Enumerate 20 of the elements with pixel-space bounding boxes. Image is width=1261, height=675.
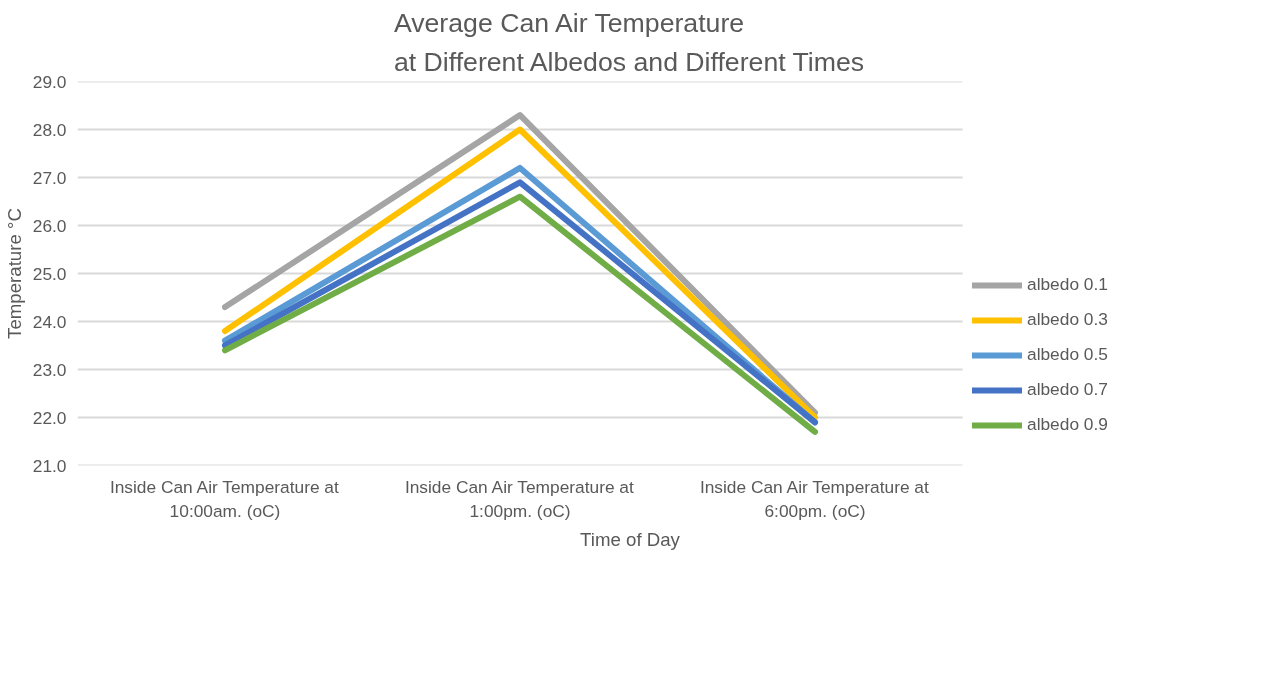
y-tick-label: 25.0	[32, 263, 67, 284]
y-tick-label: 28.0	[32, 119, 67, 140]
y-tick-label: 26.0	[32, 215, 67, 236]
legend-label: albedo 0.7	[1027, 379, 1108, 400]
y-tick-label: 27.0	[32, 167, 67, 188]
legend-label: albedo 0.3	[1027, 309, 1108, 330]
x-axis-title: Time of Day	[580, 528, 681, 550]
y-tick-label: 23.0	[32, 359, 67, 380]
y-tick-label: 24.0	[32, 311, 67, 332]
legend-label: albedo 0.5	[1027, 344, 1108, 365]
y-tick-label: 21.0	[32, 455, 67, 476]
legend-label: albedo 0.1	[1027, 274, 1108, 295]
chart-title: Average Can Air Temperature at Different Albedos and Different Times	[393, 7, 865, 77]
x-tick-label: Inside Can Air Temperature at 6:00pm. (oC)	[699, 476, 930, 521]
y-tick-label: 22.0	[32, 407, 67, 428]
y-tick-label: 29.0	[32, 71, 67, 92]
x-tick-label: Inside Can Air Temperature at 10:00am. (oC)	[109, 476, 340, 521]
y-axis-title: Temperature °C	[3, 208, 25, 339]
legend-label: albedo 0.9	[1027, 414, 1108, 435]
x-tick-label: Inside Can Air Temperature at 1:00pm. (oC)	[404, 476, 635, 521]
